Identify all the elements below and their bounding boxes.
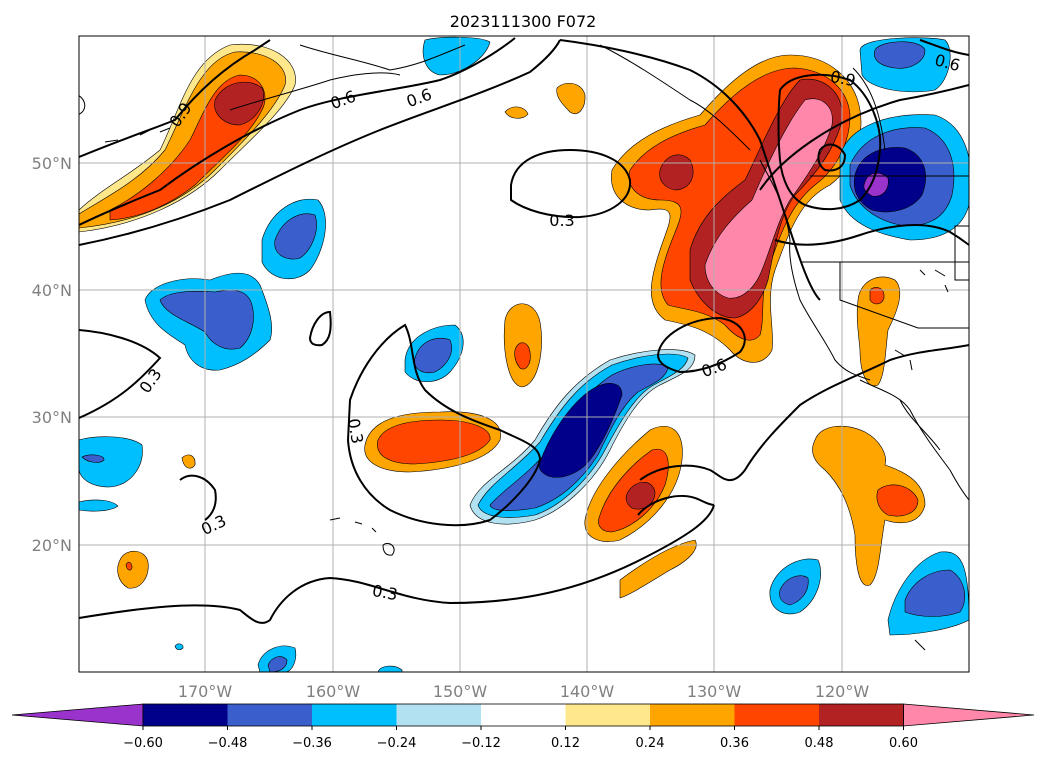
colorbar-frame <box>142 703 904 727</box>
colorbar-segment <box>819 704 904 726</box>
colorbar-tick-label: 0.48 <box>805 736 834 751</box>
positive-anomaly-fields <box>79 43 926 599</box>
contour-label: 0.3 <box>371 581 399 604</box>
lat-label: 30°N <box>32 408 72 427</box>
lon-label: 170°W <box>178 682 233 701</box>
colorbar-tick-label: 0.24 <box>636 736 665 751</box>
colorbar-tick-label: −0.60 <box>123 736 163 751</box>
colorbar: −0.60 −0.48 −0.36 −0.24 −0.12 0.12 0.24 0.36 0.4… <box>11 703 1035 751</box>
lon-label: 150°W <box>433 682 488 701</box>
colorbar-segment <box>565 704 650 726</box>
lon-label: 160°W <box>306 682 361 701</box>
contour-lines <box>79 37 969 624</box>
colorbar-tick-label: −0.48 <box>208 736 248 751</box>
graticule <box>79 36 969 672</box>
colorbar-tick-label: −0.24 <box>377 736 417 751</box>
colorbar-tick-label: 0.36 <box>720 736 749 751</box>
lat-label: 20°N <box>32 536 72 555</box>
colorbar-tick-label: −0.12 <box>461 736 501 751</box>
colorbar-segment <box>143 704 228 726</box>
lon-label: 130°W <box>687 682 742 701</box>
negative-anomaly-fields <box>79 36 969 672</box>
lat-label: 40°N <box>32 281 72 300</box>
contour-label: 0.9 <box>829 67 857 90</box>
lon-label: 120°W <box>815 682 870 701</box>
latitude-labels: 20°N 30°N 40°N 50°N <box>32 154 72 555</box>
figure-title: 2023111300 F072 <box>450 12 597 31</box>
colorbar-tick-label: 0.12 <box>551 736 580 751</box>
longitude-labels: 170°W 160°W 150°W 140°W 130°W 120°W <box>178 682 870 701</box>
map-frame <box>78 35 970 673</box>
colorbar-segment <box>734 704 819 726</box>
lat-label: 50°N <box>32 154 72 173</box>
colorbar-segment <box>481 704 566 726</box>
contour-label: 0.3 <box>549 211 574 230</box>
colorbar-extend-max <box>903 703 1035 727</box>
colorbar-segment <box>312 704 397 726</box>
colorbar-segment <box>396 704 481 726</box>
colorbar-tick-label: −0.36 <box>292 736 332 751</box>
colorbar-segment <box>650 704 735 726</box>
lon-label: 140°W <box>560 682 615 701</box>
colorbar-tick-label: 0.60 <box>889 736 918 751</box>
colorbar-segment <box>227 704 312 726</box>
contour-label: 0.3 <box>344 417 367 445</box>
colorbar-extend-min <box>11 703 144 727</box>
